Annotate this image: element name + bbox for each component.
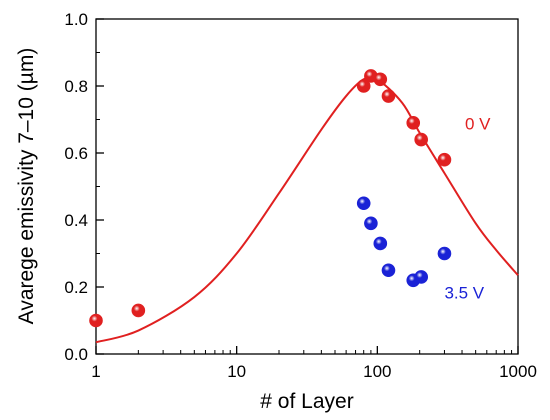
annotation-layer: 0 V 3.5 V	[444, 115, 491, 303]
point-0v	[414, 132, 428, 147]
x-tick-label: 1000	[499, 362, 537, 381]
y-tick-label: 0.2	[64, 278, 88, 297]
point-0v	[406, 116, 421, 130]
x-axis-ticks: 1 10 100 1000	[91, 346, 537, 381]
y-axis-title: Avarege emissivity 7–10 (µm)	[15, 48, 38, 325]
point-3-5v	[414, 270, 428, 284]
point-0v	[437, 152, 452, 167]
point-3-5v	[381, 263, 396, 278]
x-tick-label: 1	[91, 362, 100, 381]
point-3-5v	[356, 196, 371, 211]
y-tick-label: 0.6	[64, 144, 88, 163]
series-annotation: 0 V	[465, 115, 491, 134]
x-tick-label: 100	[363, 362, 391, 381]
x-axis-title: # of Layer	[260, 390, 353, 413]
point-3-5v	[373, 236, 388, 251]
x-tick-label: 10	[227, 362, 246, 381]
data-points-layer	[89, 69, 452, 328]
y-tick-label: 0.0	[64, 345, 88, 364]
point-3-5v	[364, 216, 378, 231]
point-0v	[89, 313, 103, 328]
point-0v	[131, 303, 146, 318]
series-annotation: 3.5 V	[444, 284, 484, 303]
point-0v	[356, 79, 371, 93]
point-3-5v	[437, 246, 452, 261]
plot-frame	[95, 18, 519, 355]
y-axis-ticks: 0.0 0.2 0.4 0.6 0.8 1.0	[64, 10, 104, 364]
y-tick-label: 0.8	[64, 77, 88, 96]
y-tick-label: 0.4	[64, 211, 88, 230]
point-0v	[373, 72, 388, 87]
point-0v	[381, 89, 396, 103]
y-tick-label: 1.0	[64, 10, 88, 29]
